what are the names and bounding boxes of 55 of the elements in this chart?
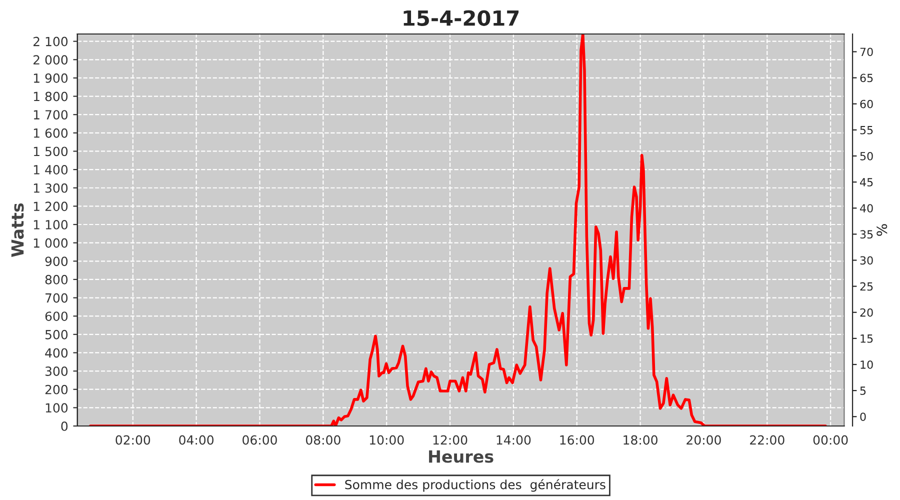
y2-tick-label: 65 xyxy=(860,74,873,82)
y2-tick-label: 50 xyxy=(860,152,873,160)
line-series xyxy=(89,34,827,426)
y2-tick-label: 60 xyxy=(860,100,873,108)
y-tick-label: 400 xyxy=(45,348,68,358)
y-tick-label: 1 200 xyxy=(34,202,68,212)
y-tick-label: 200 xyxy=(45,384,68,394)
x-tick-label: 06:00 xyxy=(242,435,277,445)
x-tick-label: 16:00 xyxy=(560,435,594,445)
y2-tick-label: 0 xyxy=(860,412,866,421)
y-tick-label: 1 000 xyxy=(34,238,68,248)
y-tick-label: 1 100 xyxy=(34,220,68,230)
y2-tick-label: 25 xyxy=(860,282,873,291)
y-tick-label: 1 800 xyxy=(34,92,68,102)
y-tick-label: 1 900 xyxy=(34,73,68,83)
y2-tick-label: 35 xyxy=(860,230,873,239)
x-tick-label: 22:00 xyxy=(750,435,784,445)
y2-tick-label: 20 xyxy=(860,308,873,317)
y2-tick-label: 10 xyxy=(860,360,873,369)
x-tick-label: 14:00 xyxy=(496,435,531,445)
x-tick-label: 18:00 xyxy=(624,435,658,445)
y-tick-label: 1 500 xyxy=(34,146,68,156)
x-tick-label: 10:00 xyxy=(370,435,404,445)
y-tick-label: 1 300 xyxy=(34,183,68,193)
y2-tick-label: 5 xyxy=(860,386,866,395)
y2-tick-label: 30 xyxy=(860,256,873,265)
chart-title: 15-4-2017 xyxy=(404,10,519,26)
y-tick-label: 0 xyxy=(61,421,68,431)
y2-tick-label: 45 xyxy=(860,178,873,186)
y-tick-label: 100 xyxy=(46,403,68,413)
x-tick-label: 12:00 xyxy=(433,435,468,445)
legend-label: Somme des productions des générateurs xyxy=(345,479,606,492)
y-tick-label: 1 600 xyxy=(34,128,68,138)
y-tick-label: 800 xyxy=(45,274,68,284)
y-axis-title: Watts xyxy=(11,203,24,257)
y-tick-label: 1 400 xyxy=(34,165,68,174)
y2-tick-label: 55 xyxy=(860,126,873,134)
y-tick-label: 2 000 xyxy=(34,55,68,65)
x-tick-label: 08:00 xyxy=(306,435,340,445)
y-tick-label: 900 xyxy=(45,256,68,266)
x-axis-title: Heures xyxy=(429,450,494,463)
x-tick-label: 02:00 xyxy=(116,435,150,445)
y2-tick-label: 40 xyxy=(860,204,873,212)
y-tick-label: 1 700 xyxy=(34,110,68,120)
y-tick-label: 700 xyxy=(46,293,68,303)
y-tick-label: 2 100 xyxy=(34,36,68,46)
y2-tick-label: 70 xyxy=(860,48,873,56)
x-tick-label: 00:00 xyxy=(813,435,848,445)
x-tick-label: 20:00 xyxy=(686,435,721,445)
y-tick-label: 500 xyxy=(45,330,68,340)
x-tick-label: 04:00 xyxy=(179,435,214,445)
y-tick-label: 300 xyxy=(45,366,68,376)
y2-axis-title: % xyxy=(876,224,888,236)
y2-tick-label: 15 xyxy=(860,334,873,343)
y-tick-label: 600 xyxy=(45,312,68,322)
